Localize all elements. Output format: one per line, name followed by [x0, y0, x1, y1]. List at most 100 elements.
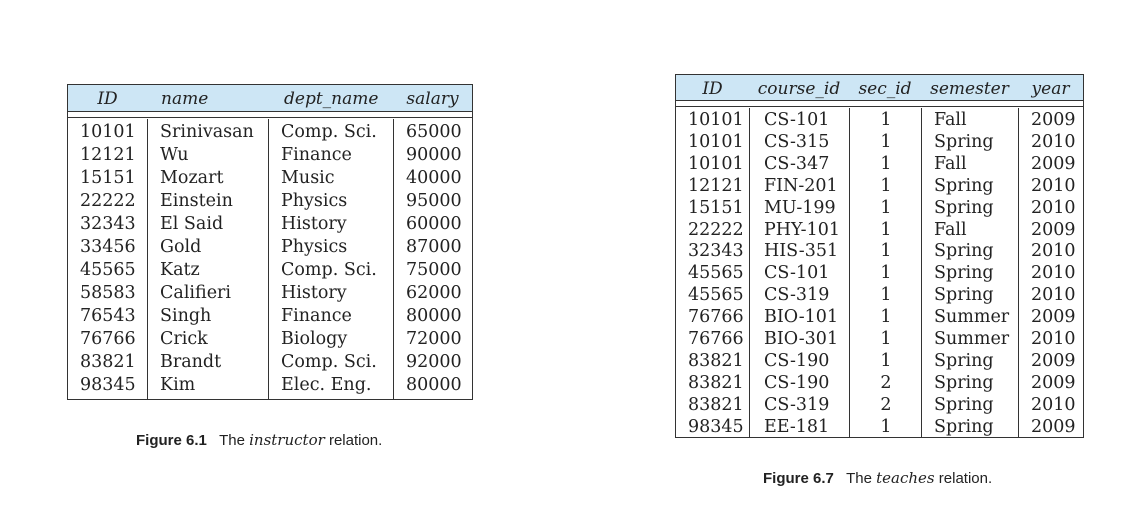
- table-cell: 1: [880, 263, 892, 284]
- table-cell: CS-190: [764, 372, 830, 393]
- table-cell: 10101: [80, 122, 136, 142]
- teaches-table-divider: [676, 101, 1083, 107]
- table-cell: CS-315: [764, 131, 830, 152]
- table-cell: 72000: [406, 329, 462, 349]
- table-cell: Kim: [160, 375, 196, 395]
- table-cell: Finance: [281, 145, 352, 165]
- teaches-table: ID course_id sec_id semester year 10101 10101…: [675, 74, 1084, 438]
- table-cell: Spring: [934, 416, 994, 437]
- column-header: ID: [97, 89, 118, 109]
- table-cell: 1: [880, 307, 892, 328]
- column-header: semester: [930, 79, 1009, 99]
- instructor-table-divider: [68, 112, 472, 118]
- table-cell: 2010: [1031, 175, 1076, 196]
- table-cell: Crick: [160, 329, 208, 349]
- table-cell: 83821: [688, 350, 744, 371]
- table-column: 10101 10101 10101 12121 15151 22222 32343 45565…: [676, 108, 749, 437]
- table-cell: 10101: [688, 110, 744, 130]
- table-cell: CS-190: [764, 350, 830, 371]
- table-cell: 10101: [688, 153, 744, 174]
- table-column: Comp. Sci. Finance Music Physics History Phys…: [268, 119, 394, 399]
- table-cell: Biology: [281, 329, 348, 349]
- table-cell: 2010: [1031, 131, 1076, 152]
- table-cell: 98345: [80, 375, 136, 395]
- table-column: 65000 90000 40000 95000 60000 87000 75000 62000…: [393, 119, 473, 399]
- table-cell: Spring: [934, 175, 994, 196]
- table-cell: 90000: [406, 145, 462, 165]
- table-cell: 2010: [1031, 241, 1076, 262]
- table-cell: Gold: [160, 237, 202, 257]
- table-cell: 22222: [80, 191, 136, 211]
- table-cell: Spring: [934, 131, 994, 152]
- table-cell: Mozart: [160, 168, 224, 188]
- table-cell: 2010: [1031, 197, 1076, 218]
- table-cell: Fall: [934, 219, 967, 240]
- table-cell: Einstein: [160, 191, 233, 211]
- table-cell: Brandt: [160, 352, 222, 372]
- table-cell: 2010: [1031, 394, 1076, 415]
- table-cell: 40000: [406, 168, 462, 188]
- teaches-figure-caption: Figure 6.7 The teaches relation.: [763, 469, 992, 487]
- table-cell: Comp. Sci.: [281, 122, 377, 142]
- table-cell: Fall: [934, 153, 967, 174]
- table-cell: CS-319: [764, 394, 830, 415]
- table-cell: 75000: [406, 260, 462, 280]
- table-cell: 1: [880, 241, 892, 262]
- table-cell: 12121: [80, 145, 136, 165]
- table-column: 10101 12121 15151 22222 32343 33456 45565 58583…: [68, 119, 147, 399]
- table-cell: 1: [880, 350, 892, 371]
- table-cell: Spring: [934, 350, 994, 371]
- table-cell: 15151: [80, 168, 136, 188]
- table-cell: Wu: [160, 145, 189, 165]
- table-cell: 1: [880, 416, 892, 437]
- caption-suffix: relation.: [938, 470, 993, 487]
- table-cell: 1: [880, 175, 892, 196]
- relation-name: teaches: [876, 469, 935, 487]
- table-cell: CS-101: [764, 110, 830, 130]
- table-cell: 1: [880, 329, 892, 349]
- table-cell: Califieri: [160, 283, 232, 303]
- table-cell: Spring: [934, 263, 994, 284]
- table-cell: 76766: [688, 307, 744, 328]
- instructor-table-body: 10101 12121 15151 22222 32343 33456 45565 58583…: [68, 119, 472, 399]
- table-cell: CS-319: [764, 285, 830, 306]
- table-cell: 1: [880, 131, 892, 152]
- column-header: year: [1031, 79, 1070, 99]
- table-cell: Spring: [934, 285, 994, 306]
- table-cell: Comp. Sci.: [281, 352, 377, 372]
- table-cell: 45565: [80, 260, 136, 280]
- figure-label: Figure 6.1: [136, 432, 207, 449]
- table-column: Fall Spring Fall Spring Spring Fall Spring Spri…: [921, 108, 1019, 437]
- table-cell: Summer: [934, 329, 1010, 349]
- column-header: name: [161, 89, 209, 109]
- table-cell: Singh: [160, 306, 212, 326]
- table-cell: 2010: [1031, 329, 1076, 349]
- table-cell: 65000: [406, 122, 462, 142]
- table-cell: 2009: [1031, 307, 1076, 328]
- table-cell: 1: [880, 285, 892, 306]
- table-cell: 1: [880, 219, 892, 240]
- caption-suffix: relation.: [328, 432, 383, 449]
- table-cell: BIO-301: [764, 329, 839, 349]
- figure-label: Figure 6.7: [763, 470, 834, 487]
- table-cell: FIN-201: [764, 175, 838, 196]
- table-cell: Srinivasan: [160, 122, 254, 142]
- table-column: Srinivasan Wu Mozart Einstein El Said Gold Kat…: [147, 119, 269, 399]
- table-cell: 10101: [688, 131, 744, 152]
- column-header: salary: [406, 89, 459, 109]
- table-cell: CS-347: [764, 153, 830, 174]
- column-header: ID: [702, 79, 723, 99]
- table-cell: 2009: [1031, 350, 1076, 371]
- table-cell: 76766: [688, 329, 744, 349]
- table-cell: 1: [880, 197, 892, 218]
- table-cell: 92000: [406, 352, 462, 372]
- table-cell: 2009: [1031, 219, 1076, 240]
- table-cell: Physics: [281, 237, 348, 257]
- table-cell: 33456: [80, 237, 136, 257]
- table-cell: Summer: [934, 307, 1010, 328]
- table-cell: El Said: [160, 214, 224, 234]
- table-cell: CS-101: [764, 263, 830, 284]
- table-cell: 2010: [1031, 263, 1076, 284]
- column-header: course_id: [757, 79, 841, 99]
